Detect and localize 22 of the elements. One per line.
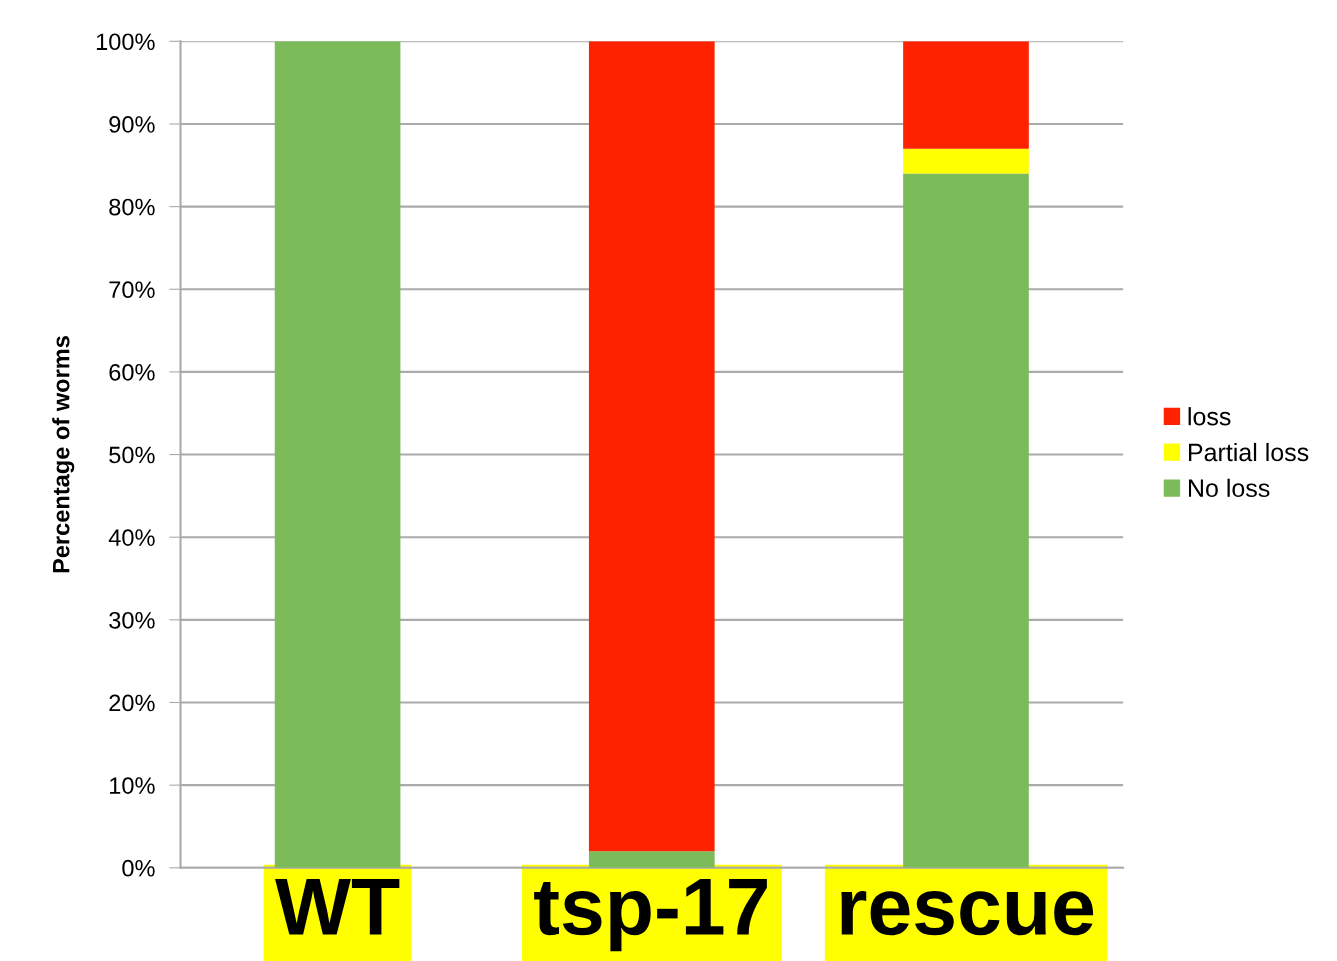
- bar: [903, 148, 1029, 174]
- y-tick-label: 80%: [109, 198, 155, 216]
- y-tick-label: 90%: [109, 116, 155, 133]
- legend-label: Partial loss: [1188, 442, 1309, 462]
- x-tick-label: tsp-17: [534, 879, 767, 952]
- y-tick-label: 10%: [110, 777, 155, 794]
- bar: [588, 851, 715, 868]
- y-tick-label: 0%: [122, 859, 155, 877]
- y-tick-label: 20%: [109, 694, 155, 712]
- y-tick-label: 40%: [108, 529, 155, 546]
- y-tick-label: 60%: [109, 363, 155, 381]
- legend-label: loss: [1188, 407, 1231, 426]
- y-tick-label: 30%: [109, 611, 155, 629]
- y-tick-label: 70%: [109, 281, 155, 299]
- x-tick-label: WT: [275, 879, 400, 935]
- legend-label: No loss: [1188, 478, 1270, 498]
- bar: [903, 41, 1029, 149]
- y-tick-label: 50%: [109, 446, 155, 464]
- bar: [588, 41, 715, 852]
- y-axis-title: Percentage of worms: [52, 336, 75, 573]
- y-tick-label: 100%: [96, 33, 155, 51]
- x-tick-label: rescue: [841, 891, 1094, 936]
